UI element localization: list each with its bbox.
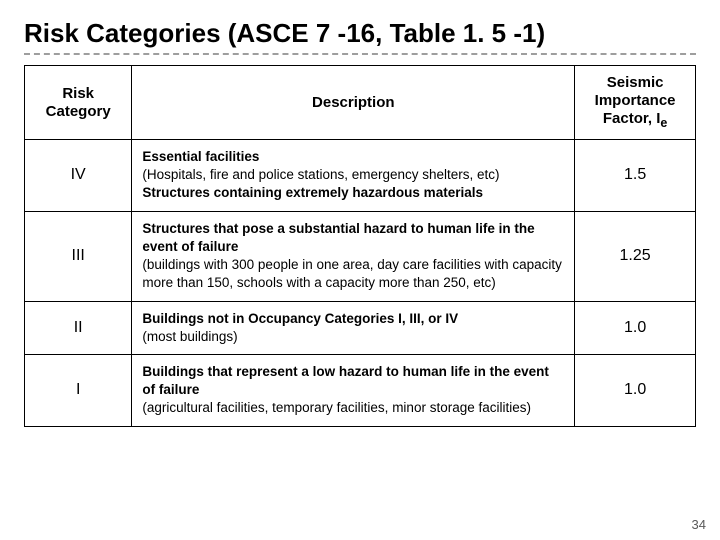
desc-plain: (agricultural facilities, temporary faci… [142,400,531,415]
desc-bold-1: Buildings that represent a low hazard to… [142,364,549,397]
cell-category: II [25,301,132,354]
desc-bold-1: Structures that pose a substantial hazar… [142,221,534,254]
cell-description: Buildings that represent a low hazard to… [132,354,575,426]
table-row: II Buildings not in Occupancy Categories… [25,301,696,354]
header-risk-category: RiskCategory [25,66,132,140]
table-row: III Structures that pose a substantial h… [25,211,696,301]
cell-description: Essential facilities (Hospitals, fire an… [132,140,575,212]
slide-title: Risk Categories (ASCE 7 -16, Table 1. 5 … [24,18,696,49]
header-description: Description [132,66,575,140]
cell-category: III [25,211,132,301]
desc-bold-1: Essential facilities [142,149,259,164]
desc-plain: (most buildings) [142,329,237,344]
cell-description: Structures that pose a substantial hazar… [132,211,575,301]
desc-plain: (buildings with 300 people in one area, … [142,257,562,290]
cell-factor: 1.5 [575,140,696,212]
header-seismic-factor: SeismicImportanceFactor, Ie [575,66,696,140]
cell-description: Buildings not in Occupancy Categories I,… [132,301,575,354]
cell-category: I [25,354,132,426]
cell-factor: 1.25 [575,211,696,301]
desc-plain: (Hospitals, fire and police stations, em… [142,167,499,182]
cell-factor: 1.0 [575,354,696,426]
header-seismic-sub: e [660,116,667,130]
table-row: IV Essential facilities (Hospitals, fire… [25,140,696,212]
page-number: 34 [692,517,706,532]
cell-category: IV [25,140,132,212]
risk-category-table: RiskCategory Description SeismicImportan… [24,65,696,427]
title-underline [24,53,696,55]
cell-factor: 1.0 [575,301,696,354]
desc-bold-2: Structures containing extremely hazardou… [142,185,483,200]
desc-bold-1: Buildings not in Occupancy Categories I,… [142,311,458,326]
table-header-row: RiskCategory Description SeismicImportan… [25,66,696,140]
table-row: I Buildings that represent a low hazard … [25,354,696,426]
